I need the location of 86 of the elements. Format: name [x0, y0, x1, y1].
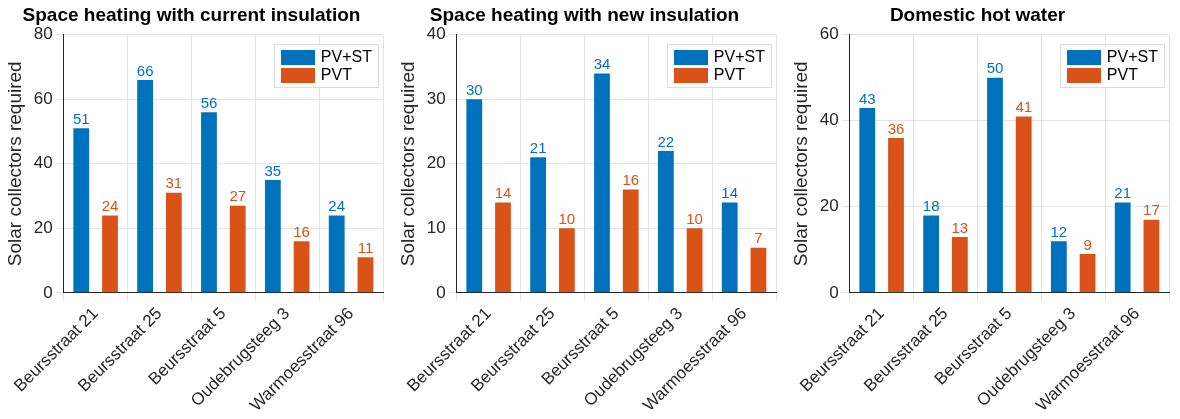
data-label: 21	[529, 139, 547, 156]
legend-label: PV+ST	[320, 48, 372, 66]
bar	[1114, 202, 1131, 293]
bar	[721, 202, 738, 293]
data-label: 12	[1050, 222, 1068, 240]
y-tick-label: 40	[33, 153, 53, 173]
data-label: 14	[721, 184, 739, 202]
bar	[1050, 241, 1067, 293]
legend-label: PVT	[1106, 66, 1138, 84]
y-tick-label: 40	[426, 24, 446, 44]
data-label: 50	[986, 59, 1004, 77]
data-label: 10	[558, 209, 576, 227]
y-tick-label: 40	[819, 110, 839, 130]
bar	[466, 99, 483, 293]
bar	[328, 215, 345, 293]
data-label: 18	[922, 197, 940, 215]
y-axis-title: Solar collectors required	[3, 61, 25, 267]
y-tick-label: 10	[426, 218, 446, 237]
y-tick-label: 60	[33, 88, 53, 108]
bar	[495, 202, 511, 293]
data-label: 24	[328, 197, 346, 215]
data-label: 41	[1015, 98, 1033, 116]
data-label: 51	[72, 109, 90, 127]
legend-label: PV+ST	[1106, 48, 1158, 66]
bar	[1143, 219, 1160, 293]
y-axis-title: Solar collectors required	[789, 61, 811, 267]
bar	[201, 112, 217, 293]
y-tick-label: 0	[829, 282, 839, 302]
y-tick-label: 20	[33, 218, 53, 237]
bar	[657, 150, 674, 293]
data-label: 31	[165, 174, 183, 192]
data-label: 36	[887, 119, 905, 137]
data-label: 9	[1083, 235, 1092, 253]
data-label: 21	[1114, 184, 1132, 202]
y-tick-label: 20	[426, 153, 446, 173]
data-label: 35	[264, 161, 282, 179]
data-label: 56	[200, 93, 218, 111]
y-tick-label: 80	[33, 24, 53, 44]
bar	[293, 241, 310, 293]
data-label: 22	[657, 132, 675, 150]
y-tick-label: 0	[436, 282, 446, 302]
chart-title: Space heating with current insulation	[22, 3, 361, 25]
y-tick-label: 20	[819, 196, 839, 216]
bar	[987, 77, 1003, 293]
data-label: 11	[357, 238, 374, 256]
data-label: 27	[229, 187, 247, 205]
bar	[951, 236, 968, 293]
data-label: 14	[494, 184, 512, 202]
y-tick-label: 30	[426, 88, 446, 108]
data-label: 34	[593, 55, 611, 73]
bar	[165, 192, 182, 293]
data-label: 24	[101, 197, 119, 215]
data-label: 17	[1143, 201, 1160, 219]
legend-label: PVT	[320, 66, 352, 84]
data-label: 13	[951, 218, 969, 236]
legend-label: PVT	[713, 66, 745, 84]
data-label: 10	[686, 209, 703, 227]
bar	[137, 79, 154, 293]
bar	[73, 128, 90, 293]
data-label: 16	[622, 171, 640, 189]
bar	[1079, 254, 1096, 293]
bar	[264, 179, 281, 293]
bar	[229, 205, 246, 293]
bar	[622, 189, 639, 293]
bar	[923, 215, 940, 293]
data-label: 43	[858, 89, 876, 107]
data-label: 30	[465, 80, 483, 98]
data-label: 7	[754, 229, 763, 247]
bar	[888, 138, 904, 293]
bar	[1015, 116, 1032, 293]
chart-title: Domestic hot water	[889, 3, 1066, 25]
bar	[859, 107, 876, 293]
y-axis-title: Solar collectors required	[396, 61, 418, 267]
chart-title: Space heating with new insulation	[429, 3, 740, 25]
y-tick-label: 0	[43, 282, 53, 302]
bar	[102, 215, 118, 293]
bar	[750, 247, 767, 293]
bar	[594, 73, 610, 293]
bar	[686, 228, 703, 293]
data-label: 66	[136, 61, 154, 79]
legend-label: PV+ST	[713, 48, 765, 66]
bar	[558, 228, 575, 293]
bar	[357, 257, 374, 293]
data-label: 16	[293, 222, 310, 240]
bar	[530, 157, 547, 293]
y-tick-label: 60	[819, 24, 839, 44]
